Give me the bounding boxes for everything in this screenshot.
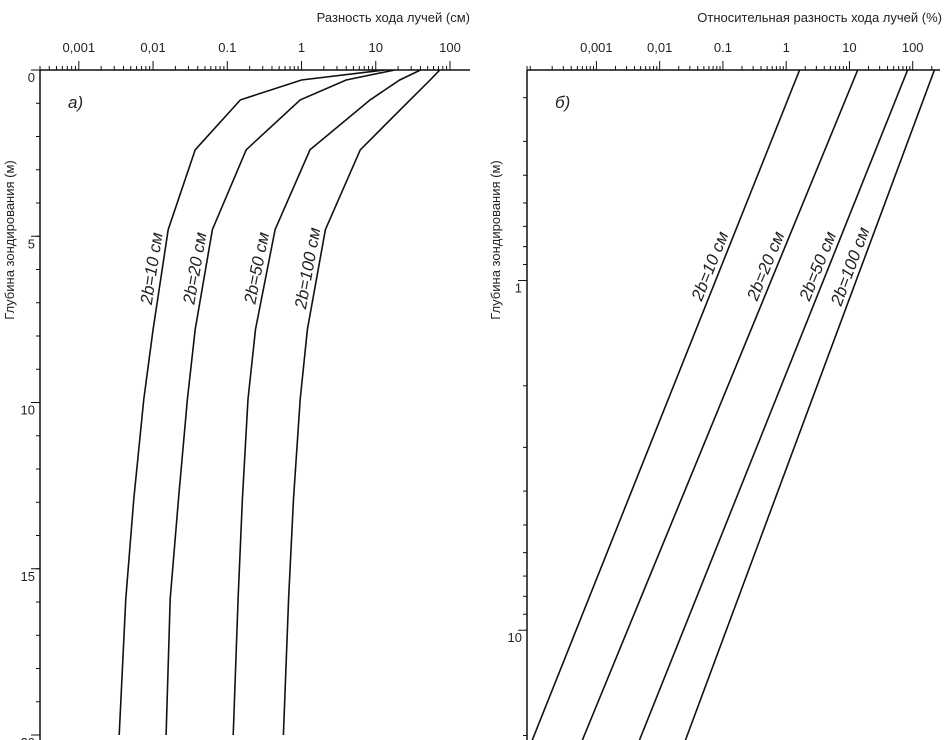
x-tick-label: 0,01: [140, 40, 165, 55]
x-axis-title: Разность хода лучей (см): [317, 10, 470, 25]
curve: [282, 70, 441, 736]
curve: [684, 70, 936, 740]
curve: [581, 70, 859, 740]
curve: [232, 70, 421, 736]
x-tick-label: 1: [783, 40, 790, 55]
y-tick-label: 10: [21, 403, 35, 418]
y-axis-title: Глубина зондирования (м): [488, 160, 503, 319]
x-tick-label: 1: [298, 40, 305, 55]
curve: [165, 70, 395, 736]
y-tick-label: 0: [28, 70, 35, 85]
x-tick-label: 0.1: [218, 40, 236, 55]
x-tick-label: 10: [842, 40, 856, 55]
curve: [118, 70, 385, 736]
plot-area: [531, 70, 936, 740]
series-label: 2b=100 см: [291, 226, 325, 311]
y-tick-label: 5: [28, 236, 35, 251]
y-axis-title: Глубина зондирования (м): [2, 160, 17, 319]
y-tick-label: 10: [508, 630, 522, 645]
curve: [638, 70, 909, 740]
panel-label: б): [555, 93, 570, 112]
x-tick-label: 0,01: [647, 40, 672, 55]
x-tick-label: 0,001: [580, 40, 613, 55]
x-tick-label: 10: [369, 40, 383, 55]
curve: [531, 70, 801, 740]
y-tick-label: 1: [515, 281, 522, 296]
x-tick-label: 0.1: [714, 40, 732, 55]
y-tick-label: 15: [21, 569, 35, 584]
panel-label: а): [68, 93, 83, 112]
x-tick-label: 100: [902, 40, 924, 55]
x-tick-label: 100: [439, 40, 461, 55]
x-tick-label: 0,001: [63, 40, 96, 55]
y-tick-label: 20: [21, 735, 35, 740]
x-axis-title: Относительная разность хода лучей (%): [697, 10, 942, 25]
plot-area: [118, 70, 441, 736]
